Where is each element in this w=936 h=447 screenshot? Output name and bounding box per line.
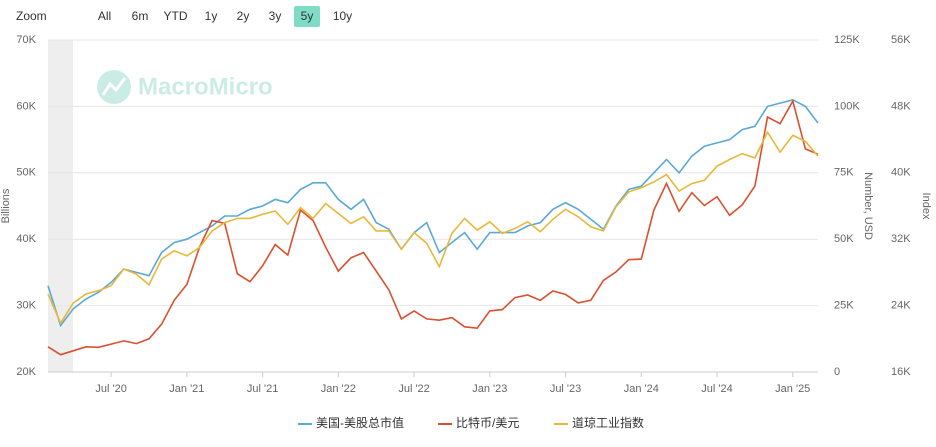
range-button-label: All [98, 9, 111, 23]
range-button[interactable]: 3y [269, 9, 282, 23]
y-tick-label: 20K [16, 366, 36, 378]
range-button[interactable]: 2y [237, 9, 250, 23]
x-tick-label: Jan '22 [321, 383, 356, 395]
range-button-label: 1y [205, 9, 218, 23]
y2-tick-label: 125K [834, 34, 860, 46]
legend-label: 美国-美股总市值 [316, 415, 404, 430]
range-button-label: 5y [301, 9, 314, 23]
x-tick-label: Jan '24 [624, 383, 659, 395]
x-tick-label: Jan '21 [169, 383, 204, 395]
legend-item: 道琼工业指数 [554, 415, 644, 430]
x-tick-label: Jul '22 [398, 383, 429, 395]
legend-label: 道琼工业指数 [572, 415, 644, 430]
y3-tick-label: 32K [891, 233, 911, 245]
x-tick-label: Jul '24 [701, 383, 732, 395]
x-tick-label: Jul '21 [247, 383, 278, 395]
y-tick-label: 60K [16, 100, 36, 112]
range-button-label: 10y [333, 9, 352, 23]
x-tick-label: Jan '23 [472, 383, 507, 395]
range-button[interactable]: 1y [205, 9, 218, 23]
y2-tick-label: 25K [834, 300, 854, 312]
range-button[interactable]: 6m [132, 9, 149, 23]
range-button[interactable]: 5y [294, 6, 320, 27]
range-button-label: YTD [164, 9, 188, 23]
y3-tick-label: 56K [891, 34, 911, 46]
range-button-label: 2y [237, 9, 250, 23]
y3-tick-label: 48K [891, 100, 911, 112]
x-tick-label: Jul '20 [95, 383, 126, 395]
watermark: MacroMicro [138, 73, 273, 100]
y-tick-label: 70K [16, 34, 36, 46]
y-tick-label: 40K [16, 233, 36, 245]
y-tick-label: 30K [16, 300, 36, 312]
y2-axis-title: Number, USD [862, 172, 874, 240]
y3-axis-title: Index [920, 193, 932, 220]
range-button-bg [294, 6, 320, 27]
legend-item: 比特币/美元 [438, 415, 519, 430]
y-tick-label: 50K [16, 167, 36, 179]
y3-tick-label: 24K [891, 300, 911, 312]
logo [97, 70, 131, 104]
y2-tick-label: 75K [834, 167, 854, 179]
y2-tick-label: 50K [834, 233, 854, 245]
range-button[interactable]: All [98, 9, 111, 23]
series-line [47, 98, 819, 356]
zoom-label: Zoom [16, 9, 47, 23]
y2-tick-label: 100K [834, 100, 860, 112]
navigator-shade [48, 40, 73, 372]
range-button-label: 6m [132, 9, 149, 23]
range-button[interactable]: YTD [164, 9, 188, 23]
legend-item: 美国-美股总市值 [298, 415, 404, 430]
series-line [47, 98, 819, 328]
range-button[interactable]: 10y [333, 9, 352, 23]
y3-tick-label: 16K [891, 366, 911, 378]
legend-label: 比特币/美元 [456, 415, 519, 430]
x-tick-label: Jul '23 [550, 383, 581, 395]
range-button-label: 3y [269, 9, 282, 23]
y-axis-title: Billions [0, 188, 12, 223]
x-tick-label: Jan '25 [775, 383, 810, 395]
y2-tick-label: 0 [834, 366, 840, 378]
series-line [47, 130, 819, 325]
y3-tick-label: 40K [891, 167, 911, 179]
